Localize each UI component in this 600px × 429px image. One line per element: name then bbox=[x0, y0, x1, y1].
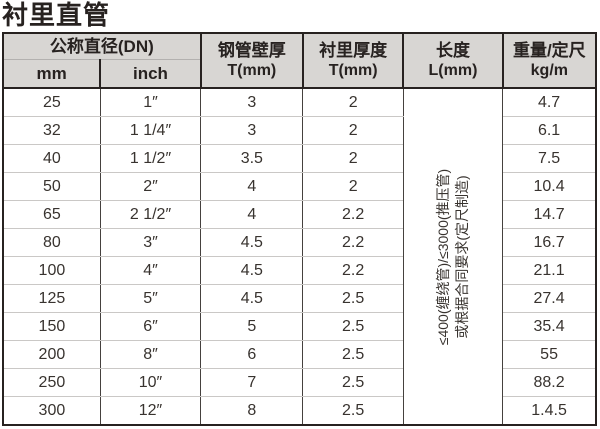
header-row-2: mm inch bbox=[3, 59, 596, 89]
length-note-line2: 或根据合同要求(定尺制造) bbox=[453, 174, 470, 339]
cell-mm: 250 bbox=[2, 368, 101, 397]
length-note-line1: ≤400(缠绕管)/≤3000(推压管) bbox=[434, 168, 451, 345]
header-wall-thickness-label: 钢管壁厚 bbox=[217, 41, 286, 60]
table-row: 40 1 1/2″ 3.5 2 7.5 bbox=[2, 144, 597, 173]
cell-mm: 32 bbox=[2, 116, 101, 145]
cell-inch: 6″ bbox=[99, 312, 202, 341]
header-wall-thickness: 钢管壁厚 T(mm) bbox=[199, 33, 304, 89]
page-title: 衬里直管 bbox=[2, 0, 111, 30]
cell-weight: 7.5 bbox=[502, 144, 597, 173]
cell-wall: 7 bbox=[200, 368, 304, 397]
cell-lining: 2.2 bbox=[302, 200, 404, 229]
cell-mm: 80 bbox=[2, 228, 101, 257]
cell-weight: 16.7 bbox=[502, 228, 597, 257]
cell-lining: 2 bbox=[302, 88, 404, 117]
cell-lining: 2.5 bbox=[302, 312, 404, 341]
cell-lining: 2.5 bbox=[302, 396, 404, 426]
header-nominal-diameter: 公称直径(DN) bbox=[3, 33, 201, 60]
cell-inch: 4″ bbox=[99, 256, 202, 285]
cell-wall: 3 bbox=[200, 88, 304, 117]
cell-wall: 4.5 bbox=[200, 256, 304, 285]
cell-wall: 4.5 bbox=[200, 284, 304, 313]
cell-mm: 300 bbox=[2, 396, 101, 426]
cell-weight: 10.4 bbox=[502, 172, 597, 201]
cell-lining: 2.2 bbox=[302, 228, 404, 257]
cell-wall: 6 bbox=[200, 340, 304, 369]
pipe-spec-table: 公称直径(DN) 钢管壁厚 T(mm) 衬里厚度 T(mm) 长度 L(mm) … bbox=[2, 32, 598, 426]
cell-wall: 4 bbox=[200, 172, 304, 201]
cell-weight: 88.2 bbox=[502, 368, 597, 397]
header-mm: mm bbox=[3, 59, 102, 89]
cell-weight: 55 bbox=[502, 340, 597, 369]
cell-weight: 1.4.5 bbox=[502, 396, 597, 426]
cell-inch: 5″ bbox=[99, 284, 202, 313]
cell-length-note: ≤400(缠绕管)/≤3000(推压管) 或根据合同要求(定尺制造) bbox=[402, 88, 504, 426]
table-row: 125 5″ 4.5 2.5 27.4 bbox=[2, 284, 597, 313]
table-row: 65 2 1/2″ 4 2.2 14.7 bbox=[2, 200, 597, 229]
header-wall-thickness-unit: T(mm) bbox=[227, 62, 277, 79]
header-weight-label: 重量/定尺 bbox=[512, 41, 586, 60]
header-length-label: 长度 bbox=[435, 41, 470, 60]
cell-inch: 12″ bbox=[99, 396, 202, 426]
cell-mm: 25 bbox=[2, 88, 101, 117]
cell-lining: 2.5 bbox=[302, 368, 404, 397]
cell-mm: 65 bbox=[2, 200, 101, 229]
cell-inch: 2 1/2″ bbox=[99, 200, 202, 229]
cell-mm: 50 bbox=[2, 172, 101, 201]
length-note-rotated-box: ≤400(缠绕管)/≤3000(推压管) 或根据合同要求(定尺制造) bbox=[404, 89, 502, 424]
header-lining-thickness-label: 衬里厚度 bbox=[319, 41, 388, 60]
length-note-text: ≤400(缠绕管)/≤3000(推压管) 或根据合同要求(定尺制造) bbox=[434, 168, 472, 344]
cell-weight: 6.1 bbox=[502, 116, 597, 145]
cell-wall: 8 bbox=[200, 396, 304, 426]
header-lining-thickness: 衬里厚度 T(mm) bbox=[301, 33, 405, 89]
cell-inch: 1″ bbox=[99, 88, 202, 117]
table-row: 200 8″ 6 2.5 55 bbox=[2, 340, 597, 369]
cell-inch: 2″ bbox=[99, 172, 202, 201]
cell-inch: 8″ bbox=[99, 340, 202, 369]
table-row: 25 1″ 3 2 ≤400(缠绕管)/≤3000(推压管) 或根据合同要求(定尺制造) 4… bbox=[2, 88, 597, 426]
cell-wall: 3 bbox=[200, 116, 304, 145]
header-length-unit: L(mm) bbox=[428, 62, 478, 79]
table-row: 80 3″ 4.5 2.2 16.7 bbox=[2, 228, 597, 257]
table-row: 150 6″ 5 2.5 35.4 bbox=[2, 312, 597, 341]
cell-mm: 150 bbox=[2, 312, 101, 341]
cell-lining: 2.5 bbox=[302, 284, 404, 313]
cell-inch: 1 1/2″ bbox=[99, 144, 202, 173]
cell-weight: 4.7 bbox=[502, 88, 597, 117]
cell-wall: 4.5 bbox=[200, 228, 304, 257]
cell-inch: 10″ bbox=[99, 368, 202, 397]
cell-wall: 5 bbox=[200, 312, 304, 341]
cell-inch: 3″ bbox=[99, 228, 202, 257]
header-lining-thickness-unit: T(mm) bbox=[328, 62, 378, 79]
cell-lining: 2 bbox=[302, 172, 404, 201]
cell-wall: 3.5 bbox=[200, 144, 304, 173]
cell-weight: 21.1 bbox=[502, 256, 597, 285]
header-weight-unit: kg/m bbox=[530, 62, 568, 79]
cell-weight: 14.7 bbox=[502, 200, 597, 229]
cell-lining: 2.2 bbox=[302, 256, 404, 285]
header-length: 长度 L(mm) bbox=[402, 33, 504, 89]
header-inch: inch bbox=[100, 59, 201, 89]
table-header: 公称直径(DN) 钢管壁厚 T(mm) 衬里厚度 T(mm) 长度 L(mm) … bbox=[3, 33, 598, 89]
table-row: 250 10″ 7 2.5 88.2 bbox=[2, 368, 597, 397]
table-row: 100 4″ 4.5 2.2 21.1 bbox=[2, 256, 597, 285]
header-row-1: 公称直径(DN) 钢管壁厚 T(mm) 衬里厚度 T(mm) 长度 L(mm) … bbox=[3, 33, 598, 89]
cell-weight: 35.4 bbox=[502, 312, 597, 341]
table-row: 300 12″ 8 2.5 1.4.5 bbox=[2, 396, 597, 426]
cell-lining: 2 bbox=[302, 144, 404, 173]
cell-weight: 27.4 bbox=[502, 284, 597, 313]
cell-lining: 2 bbox=[302, 116, 404, 145]
cell-mm: 40 bbox=[2, 144, 101, 173]
table-row: 50 2″ 4 2 10.4 bbox=[2, 172, 597, 201]
cell-mm: 100 bbox=[2, 256, 101, 285]
header-weight: 重量/定尺 kg/m bbox=[501, 33, 598, 89]
table-body: 25 1″ 3 2 ≤400(缠绕管)/≤3000(推压管) 或根据合同要求(定尺制造) 4… bbox=[2, 88, 597, 426]
cell-mm: 200 bbox=[2, 340, 101, 369]
cell-mm: 125 bbox=[2, 284, 101, 313]
cell-inch: 1 1/4″ bbox=[99, 116, 202, 145]
table-row: 32 1 1/4″ 3 2 6.1 bbox=[2, 116, 597, 145]
cell-wall: 4 bbox=[200, 200, 304, 229]
cell-lining: 2.5 bbox=[302, 340, 404, 369]
